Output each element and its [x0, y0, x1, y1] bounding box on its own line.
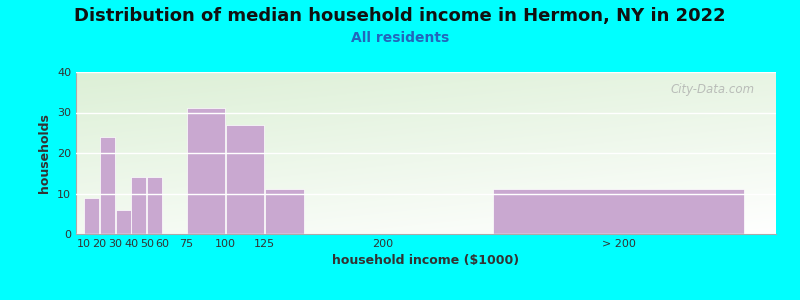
- Bar: [147, 177, 162, 234]
- Bar: [84, 198, 99, 234]
- Text: All residents: All residents: [351, 32, 449, 46]
- Bar: [265, 190, 304, 234]
- X-axis label: household income ($1000): household income ($1000): [333, 254, 519, 267]
- Bar: [494, 190, 744, 234]
- Bar: [226, 125, 264, 234]
- Text: City-Data.com: City-Data.com: [671, 83, 755, 96]
- Y-axis label: households: households: [38, 113, 51, 193]
- Text: Distribution of median household income in Hermon, NY in 2022: Distribution of median household income …: [74, 8, 726, 26]
- Bar: [186, 108, 225, 234]
- Bar: [131, 177, 146, 234]
- Bar: [100, 137, 115, 234]
- Bar: [116, 210, 130, 234]
